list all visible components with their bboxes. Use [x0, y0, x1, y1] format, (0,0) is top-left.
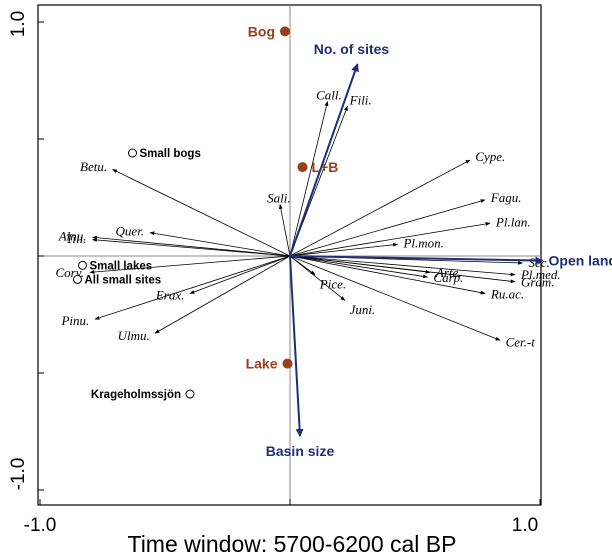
nominal-label: Bog — [248, 23, 275, 39]
species-label: Pl.mon. — [402, 236, 443, 251]
nominal-label: Lake — [246, 356, 278, 372]
nominal-points: Bog L+B Lake — [246, 23, 339, 371]
species-label: Gram. — [521, 274, 555, 289]
species-label: Pice. — [319, 276, 346, 291]
species-arrow — [289, 255, 428, 279]
species-label: Betu. — [80, 159, 107, 174]
species-arrow — [289, 255, 501, 341]
species-label: Sali. — [267, 191, 290, 206]
x-tick-label-min: -1.0 — [24, 515, 57, 536]
environmental-label: No. of sites — [314, 41, 390, 57]
site-label: All small sites — [85, 274, 162, 286]
species-label: Quer. — [116, 224, 145, 239]
species-label: Fagu. — [490, 190, 522, 205]
species-arrow — [149, 231, 291, 257]
species-arrow — [289, 199, 486, 257]
species-label: Call. — [316, 88, 342, 103]
species-label: Tili. — [66, 231, 87, 246]
species-arrow — [289, 255, 516, 284]
species-label: Ulmu. — [118, 328, 150, 343]
tick-and-axis-labels: -1.0 1.0 1.0 -1.0 Time window: 5700-6200… — [8, 11, 538, 557]
site-label: Small lakes — [90, 260, 153, 272]
species-label: Pinu. — [60, 313, 89, 328]
environmental-arrow — [289, 63, 359, 257]
species-arrow — [289, 242, 398, 257]
environmental-arrow — [289, 255, 304, 437]
site-label: Krageholmssjön — [91, 389, 181, 401]
species-arrows: Call. Fili. Cype. Fagu. Pl.lan. Pl.mon. Sali. B… — [55, 88, 560, 350]
y-tick-label-min: -1.0 — [8, 458, 29, 491]
environmental-label: Basin size — [266, 443, 335, 459]
x-axis-label: Time window: 5700-6200 cal BP — [128, 531, 457, 557]
species-arrow — [154, 255, 291, 334]
species-arrow — [289, 159, 471, 257]
species-label: Carp. — [433, 270, 463, 285]
nominal-point — [280, 26, 290, 37]
site-point — [78, 260, 87, 270]
nominal-point — [282, 358, 293, 369]
site-label: Small bogs — [140, 148, 201, 160]
species-label: Juni. — [350, 302, 376, 317]
species-arrow — [112, 169, 291, 257]
species-arrow — [289, 255, 516, 277]
species-arrow — [189, 255, 291, 294]
nominal-point — [297, 162, 308, 173]
site-point — [73, 274, 82, 284]
species-arrow — [278, 204, 291, 257]
species-label: Pl.med. — [520, 267, 561, 282]
site-point — [128, 148, 137, 158]
species-label: Cer.-t — [506, 334, 536, 349]
species-label: Pl.lan. — [495, 214, 531, 229]
environmental-arrow — [289, 255, 544, 265]
species-label: Cype. — [475, 149, 505, 164]
x-tick-label-max: 1.0 — [512, 515, 538, 536]
species-arrow — [89, 255, 291, 274]
species-arrow — [289, 101, 329, 257]
species-arrow — [289, 255, 346, 301]
species-label: Fili. — [349, 93, 372, 108]
species-label: Alnu. — [58, 229, 87, 244]
y-tick-label-max: 1.0 — [8, 11, 29, 37]
species-arrow — [289, 255, 486, 295]
site-point — [185, 389, 195, 399]
species-arrow — [92, 238, 291, 257]
site-points: Small bogs Small lakes All small sites Krag… — [73, 148, 201, 401]
nominal-label: L+B — [312, 159, 339, 175]
species-label: Ru.ac. — [490, 287, 524, 302]
environmental-arrows: No. of sites Open land Basin size — [266, 41, 612, 459]
species-arrow — [289, 222, 491, 257]
environmental-label: Open land — [549, 253, 612, 269]
species-arrow — [94, 255, 291, 320]
